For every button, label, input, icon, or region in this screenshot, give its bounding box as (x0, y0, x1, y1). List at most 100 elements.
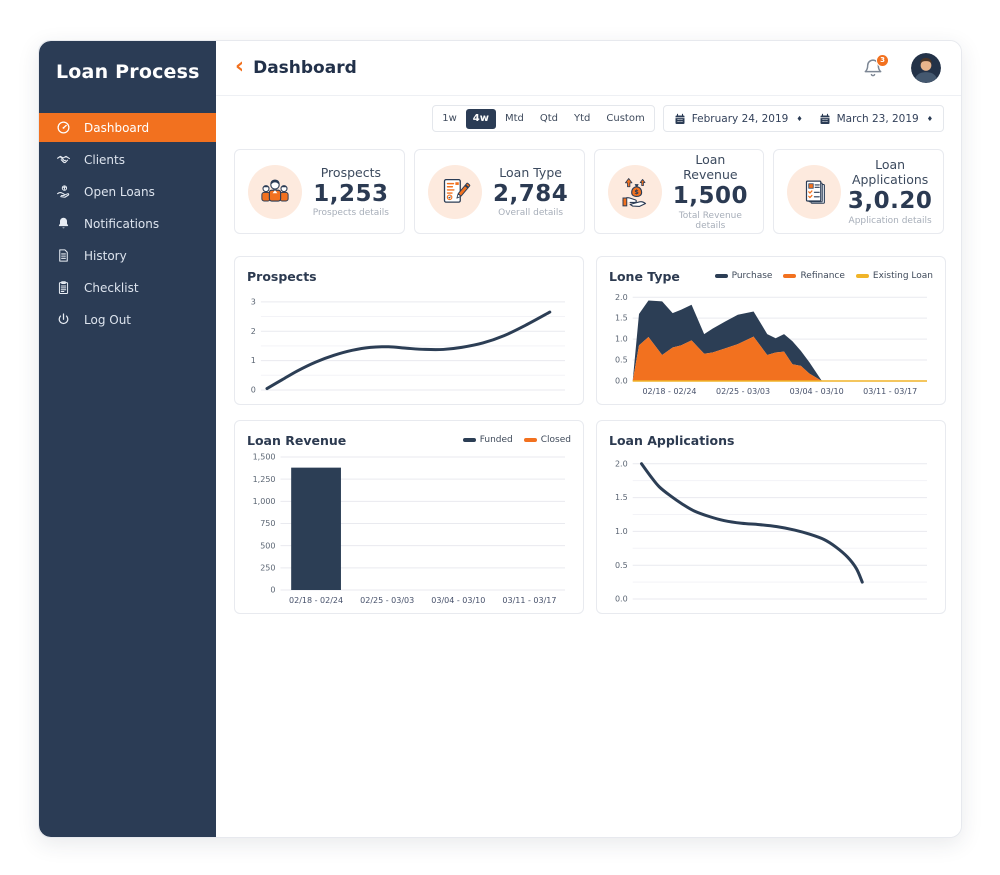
loan-type-document-pencil-icon (427, 164, 482, 219)
calendar-icon (819, 113, 831, 125)
legend-swatch (855, 274, 869, 278)
stat-sublabel: Application details (848, 215, 932, 226)
svg-text:02/18 - 02/24: 02/18 - 02/24 (289, 596, 343, 605)
legend-item-funded: Funded (462, 435, 513, 445)
stat-label: Loan Revenue (683, 152, 738, 183)
chart-legend-lone-type: Purchase Refinance Existing Loan (714, 271, 933, 281)
range-button-ytd[interactable]: Ytd (567, 109, 597, 129)
stat-card-prospects[interactable]: Prospects 1,253 Prospects details (234, 149, 405, 234)
svg-text:03/04 - 03/10: 03/04 - 03/10 (790, 387, 844, 396)
legend-swatch (714, 274, 728, 278)
chart-card-loan-revenue: Loan Revenue Funded Closed 0 250 500 750 1,000 1… (234, 420, 584, 614)
sidebar-item-notifications[interactable]: Notifications (39, 209, 216, 238)
sidebar-item-log-out[interactable]: Log Out (39, 305, 216, 334)
stat-card-loan-revenue[interactable]: $ Loan Revenue 1,500 Total Revenue details (593, 149, 765, 234)
loan-revenue-money-hand-icon: $ (607, 164, 662, 219)
sidebar-item-label: Notifications (84, 216, 160, 231)
date-to-picker[interactable]: March 23, 2019 ♦ (819, 113, 933, 125)
sidebar-item-dashboard[interactable]: Dashboard (39, 113, 216, 142)
chart-legend-loan-revenue: Funded Closed (462, 435, 571, 445)
dashboard-content: 1w 4w Mtd Qtd Ytd Custom February 24, 2019 ♦ … (216, 96, 961, 837)
stat-label: Loan Applications (851, 157, 929, 188)
svg-text:1.0: 1.0 (615, 527, 628, 536)
sidebar: Loan Process Dashboard Clients Open Loans N… (39, 41, 216, 837)
stat-value: 1,253 (313, 180, 389, 207)
stat-value: 3,0.20 (847, 188, 933, 215)
legend-item-closed: Closed (523, 435, 571, 445)
date-range-picker: February 24, 2019 ♦ March 23, 2019 ♦ (662, 105, 944, 132)
stat-sublabel: Prospects details (312, 208, 389, 219)
avatar[interactable] (911, 53, 941, 83)
sidebar-item-clients[interactable]: Clients (39, 145, 216, 174)
legend-item-existing-loan: Existing Loan (855, 271, 933, 281)
prospects-chart-svg: 0 1 2 3 (251, 297, 565, 395)
sidebar-item-label: Open Loans (84, 184, 155, 199)
svg-text:1.0: 1.0 (615, 335, 628, 344)
range-button-mtd[interactable]: Mtd (498, 109, 531, 129)
chart-title-lone-type: Lone Type (609, 268, 680, 284)
range-button-1w[interactable]: 1w (435, 109, 464, 129)
sidebar-item-open-loans[interactable]: Open Loans (39, 177, 216, 206)
svg-text:02/18 - 02/24: 02/18 - 02/24 (642, 387, 696, 396)
svg-text:1.5: 1.5 (615, 493, 628, 502)
notification-bell-icon[interactable] (862, 57, 884, 79)
range-button-custom[interactable]: Custom (599, 109, 651, 129)
svg-text:02/25 - 03/03: 02/25 - 03/03 (360, 596, 414, 605)
sidebar-item-label: Clients (84, 152, 125, 167)
svg-text:03/11 - 03/17: 03/11 - 03/17 (863, 387, 917, 396)
svg-text:03/11 - 03/17: 03/11 - 03/17 (502, 596, 556, 605)
stat-label: Prospects (320, 164, 381, 180)
range-button-qtd[interactable]: Qtd (533, 109, 565, 129)
stat-card-loan-applications[interactable]: Loan Applications 3,0.20 Application detai… (773, 149, 944, 234)
app-window: Loan Process Dashboard Clients Open Loans N… (38, 40, 962, 838)
loan-revenue-chart-svg: 0 250 500 750 1,000 1,250 1,500 02/18 - 02/24 02… (253, 453, 565, 605)
svg-text:3: 3 (251, 297, 256, 306)
chart-card-loan-applications: Loan Applications 0.0 0.5 1.0 1.5 2.0 (596, 420, 946, 614)
date-from-value: February 24, 2019 (691, 112, 789, 125)
svg-text:1.5: 1.5 (615, 314, 628, 323)
svg-text:0: 0 (270, 586, 275, 595)
stat-value: 2,784 (492, 180, 569, 207)
stat-sublabel: Overall details (498, 208, 564, 219)
legend-swatch (783, 274, 797, 278)
range-button-4w[interactable]: 4w (465, 108, 496, 129)
legend-item-purchase: Purchase (714, 271, 772, 281)
topbar: ‹ Dashboard 3 (216, 41, 961, 96)
chart-card-prospects: Prospects 0 1 2 3 (234, 256, 584, 405)
chart-title-loan-applications: Loan Applications (609, 432, 735, 448)
lone-type-chart: 0.0 0.5 1.0 1.5 2.0 02/18 - 02/24 02/25 - 03/0… (609, 287, 933, 398)
svg-text:02/25 - 03/03: 02/25 - 03/03 (716, 387, 770, 396)
svg-text:$: $ (634, 188, 638, 196)
svg-text:2: 2 (251, 327, 256, 336)
sidebar-item-checklist[interactable]: Checklist (39, 273, 216, 302)
chart-title-prospects: Prospects (247, 268, 317, 284)
svg-text:2.0: 2.0 (615, 293, 628, 302)
svg-text:0.0: 0.0 (615, 595, 628, 604)
back-chevron-icon[interactable]: ‹ (235, 53, 245, 79)
breadcrumb: ‹ Dashboard (235, 53, 357, 81)
prospects-chart: 0 1 2 3 (247, 287, 571, 398)
sidebar-item-label: Dashboard (84, 120, 150, 135)
svg-text:250: 250 (260, 563, 275, 572)
lone-type-chart-svg: 0.0 0.5 1.0 1.5 2.0 02/18 - 02/24 02/25 - 03/0… (615, 293, 927, 396)
sidebar-item-label: Checklist (84, 280, 139, 295)
stat-card-loan-type[interactable]: Loan Type 2,784 Overall details (413, 149, 585, 234)
history-document-icon (56, 248, 71, 263)
open-loans-hand-coin-icon (56, 184, 71, 199)
svg-text:0.5: 0.5 (615, 561, 628, 570)
date-from-picker[interactable]: February 24, 2019 ♦ (674, 113, 803, 125)
sidebar-item-label: Log Out (84, 312, 132, 327)
legend-swatch (523, 438, 537, 442)
loan-applications-chart: 0.0 0.5 1.0 1.5 2.0 (609, 451, 933, 607)
logout-power-icon (56, 312, 71, 327)
sidebar-item-history[interactable]: History (39, 241, 216, 270)
topbar-actions: 3 (862, 53, 941, 83)
svg-text:1,250: 1,250 (253, 475, 276, 484)
svg-text:0.0: 0.0 (615, 377, 628, 386)
page-title: Dashboard (253, 58, 357, 78)
svg-text:2.0: 2.0 (615, 459, 628, 468)
loan-applications-chart-svg: 0.0 0.5 1.0 1.5 2.0 (615, 459, 927, 604)
legend-swatch (462, 438, 476, 442)
loan-revenue-chart: 0 250 500 750 1,000 1,250 1,500 02/18 - 02/24 02… (247, 451, 571, 607)
checklist-clipboard-icon (56, 280, 71, 295)
